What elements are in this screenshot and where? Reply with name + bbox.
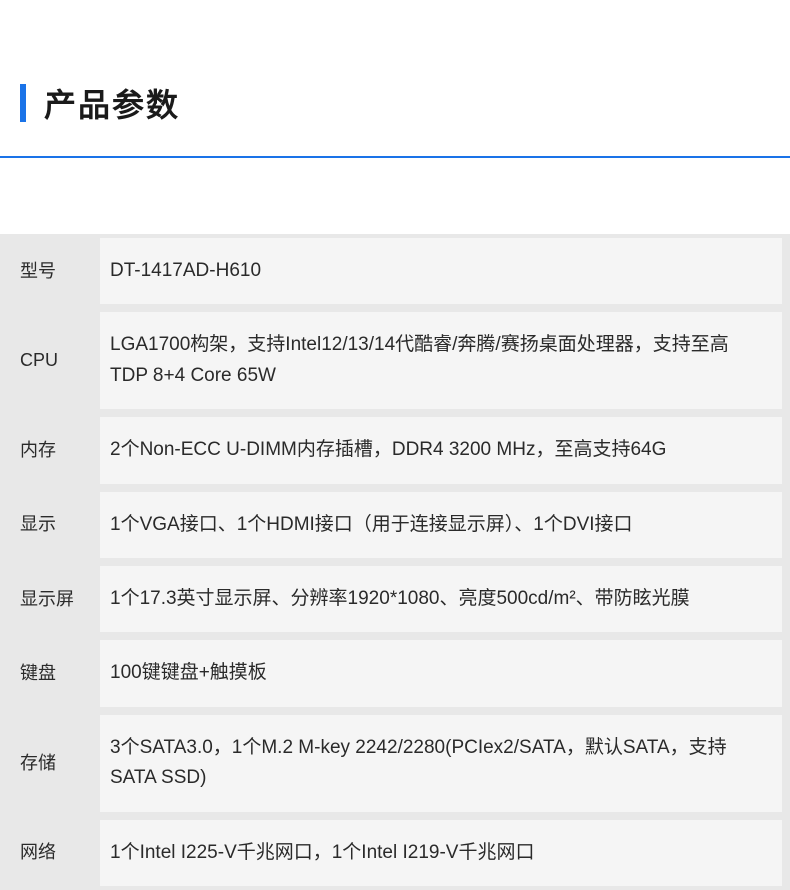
spec-label: 显示屏: [20, 567, 100, 632]
spec-value: 100键键盘+触摸板: [100, 640, 782, 706]
spec-row: 显示屏 1个17.3英寸显示屏、分辨率1920*1080、亮度500cd/m²、…: [0, 562, 790, 636]
section-header: 产品参数: [0, 0, 790, 158]
spec-value: LGA1700构架，支持Intel12/13/14代酷睿/奔腾/赛扬桌面处理器，…: [100, 312, 782, 409]
spec-value: 3个SATA3.0，1个M.2 M-key 2242/2280(PCIex2/S…: [100, 715, 782, 812]
spec-label: CPU: [20, 328, 100, 393]
spec-row: 网络 1个Intel I225-V千兆网口，1个Intel I219-V千兆网口: [0, 816, 790, 890]
spec-value: 1个17.3英寸显示屏、分辨率1920*1080、亮度500cd/m²、带防眩光…: [100, 566, 782, 632]
accent-bar: [20, 84, 26, 122]
spec-row: 显示 1个VGA接口、1个HDMI接口（用于连接显示屏）、1个DVI接口: [0, 488, 790, 562]
spec-table: 型号 DT-1417AD-H610 CPU LGA1700构架，支持Intel1…: [0, 234, 790, 890]
spec-label: 显示: [20, 492, 100, 557]
spec-row: 型号 DT-1417AD-H610: [0, 234, 790, 308]
spec-row: 存储 3个SATA3.0，1个M.2 M-key 2242/2280(PCIex…: [0, 711, 790, 816]
page-title: 产品参数: [44, 80, 180, 126]
spec-label: 网络: [20, 820, 100, 885]
spacer: [0, 158, 790, 234]
spec-value: DT-1417AD-H610: [100, 238, 782, 304]
spec-label: 型号: [20, 239, 100, 304]
spec-row: 内存 2个Non-ECC U-DIMM内存插槽，DDR4 3200 MHz，至高…: [0, 413, 790, 487]
spec-row: CPU LGA1700构架，支持Intel12/13/14代酷睿/奔腾/赛扬桌面…: [0, 308, 790, 413]
spec-label: 键盘: [20, 641, 100, 706]
spec-value: 1个VGA接口、1个HDMI接口（用于连接显示屏）、1个DVI接口: [100, 492, 782, 558]
spec-value: 2个Non-ECC U-DIMM内存插槽，DDR4 3200 MHz，至高支持6…: [100, 417, 782, 483]
spec-value: 1个Intel I225-V千兆网口，1个Intel I219-V千兆网口: [100, 820, 782, 886]
spec-row: 键盘 100键键盘+触摸板: [0, 636, 790, 710]
spec-label: 存储: [20, 731, 100, 796]
spec-label: 内存: [20, 418, 100, 483]
